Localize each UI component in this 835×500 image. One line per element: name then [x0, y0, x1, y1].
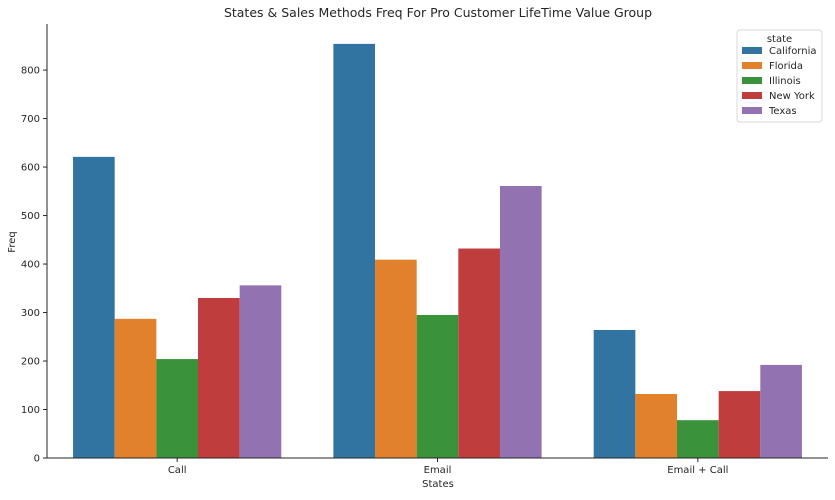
legend-swatch	[742, 62, 762, 69]
bar-new-york-email	[458, 248, 500, 458]
bar-illinois-call	[156, 359, 198, 458]
x-tick-label: Email + Call	[667, 465, 728, 476]
bar-california-email	[333, 43, 376, 458]
legend-swatch	[742, 47, 762, 54]
legend-title: state	[767, 34, 792, 45]
legend-swatch	[742, 107, 762, 114]
bar-california-call	[73, 156, 115, 458]
bar-florida-email-call	[635, 393, 677, 458]
bar-california-email-call	[593, 329, 636, 458]
y-tick-label: 300	[21, 308, 40, 319]
y-axis: 0 100 200 300 400 500 600 700 800	[21, 24, 48, 465]
legend-swatch	[742, 92, 762, 99]
bar-florida-call	[114, 318, 157, 458]
legend-entry-label: Illinois	[769, 76, 801, 87]
legend-entry-label: Texas	[768, 106, 797, 117]
y-tick-label: 100	[21, 405, 40, 416]
legend-entry-label: California	[769, 46, 817, 57]
x-axis-label: States	[422, 479, 454, 490]
y-tick-label: 700	[21, 114, 40, 125]
legend-swatch	[742, 77, 762, 84]
bar-illinois-email	[416, 314, 459, 458]
bar-new-york-call	[197, 297, 240, 458]
y-tick-label: 400	[21, 260, 40, 271]
y-axis-label: Freq	[7, 231, 18, 252]
bar-texas-call	[239, 285, 282, 458]
y-tick-label: 500	[21, 211, 40, 222]
y-tick-label: 600	[21, 163, 40, 174]
y-tick-label: 800	[21, 66, 40, 77]
x-tick-label: Email	[424, 465, 452, 476]
x-axis: Call Email Email + Call	[47, 457, 828, 476]
chart-title: States & Sales Methods Freq For Pro Cust…	[224, 5, 652, 20]
bar-texas-email	[499, 185, 542, 458]
y-tick-label: 0	[34, 454, 40, 465]
x-tick-label: Call	[168, 465, 187, 476]
bars-group	[73, 43, 802, 458]
legend-entry-label: New York	[769, 91, 815, 102]
bar-new-york-email-call	[718, 391, 761, 458]
y-tick-label: 200	[21, 357, 40, 368]
bar-illinois-email-call	[677, 420, 719, 458]
bar-texas-email-call	[760, 364, 802, 458]
bar-florida-email	[375, 259, 417, 458]
legend-entry-label: Florida	[769, 61, 803, 72]
